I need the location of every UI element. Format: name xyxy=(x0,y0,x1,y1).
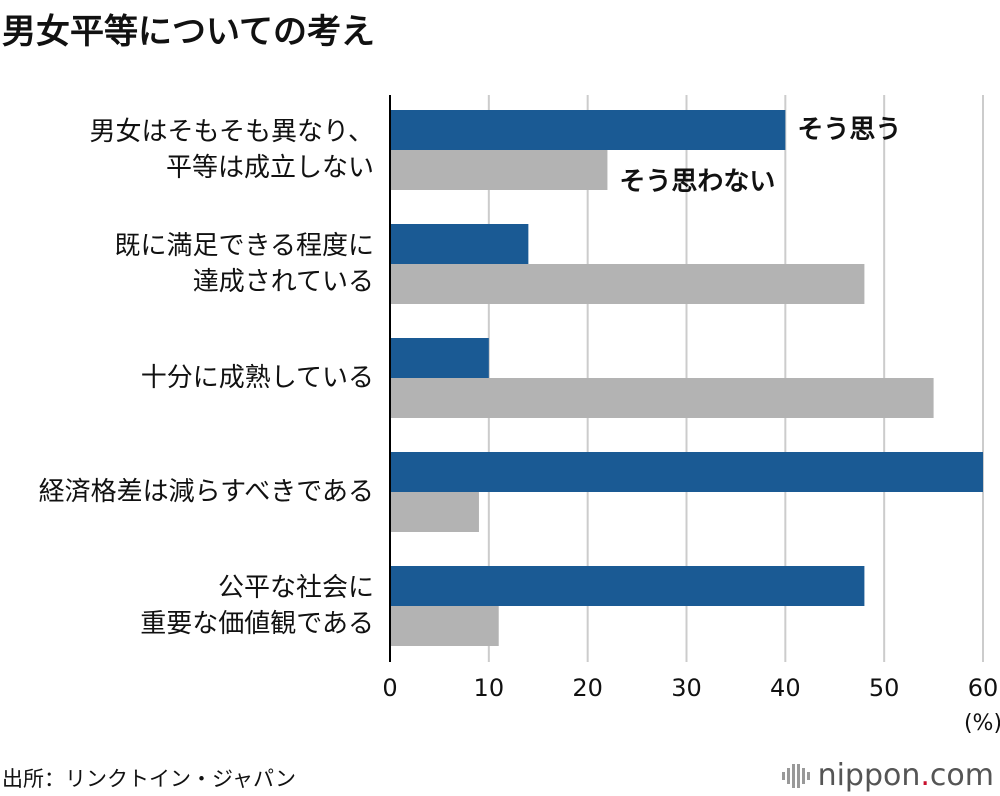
bar-disagree xyxy=(390,150,608,190)
category-label: 平等は成立しない xyxy=(166,153,374,183)
nippon-logo-icon xyxy=(781,763,810,788)
category-label: 経済格差は減らすべきである xyxy=(39,477,374,507)
bar-agree xyxy=(390,338,489,378)
bar-agree xyxy=(390,566,865,606)
x-tick-label: 40 xyxy=(770,674,801,702)
brand-logo: nippon. com xyxy=(781,758,994,793)
chart-title: 男女平等についての考え xyxy=(2,12,375,52)
category-label: 十分に成熟している xyxy=(141,363,374,393)
brand-name: nippon xyxy=(817,758,921,793)
category-label: 男女はそもそも異なり、 xyxy=(90,117,374,147)
bar-agree xyxy=(390,110,786,150)
bar-agree xyxy=(390,224,529,264)
category-label: 公平な社会に xyxy=(218,573,374,603)
bar-disagree xyxy=(390,378,934,418)
x-unit-label: (%) xyxy=(964,711,1000,736)
x-tick-label: 0 xyxy=(382,674,397,702)
category-label: 既に満足できる程度に xyxy=(115,231,374,261)
category-label: 達成されている xyxy=(193,267,374,297)
bar-agree xyxy=(390,452,983,492)
bar-chart: 男女はそもそも異なり、平等は成立しない既に満足できる程度に達成されている十分に成… xyxy=(39,95,1000,736)
legend-label: そう思わない xyxy=(619,167,775,197)
brand-dot: . xyxy=(920,758,930,793)
source-note: 出所：リンクトイン・ジャパン xyxy=(2,767,296,791)
x-tick-label: 50 xyxy=(869,674,900,702)
bar-disagree xyxy=(390,264,865,304)
legend-label: そう思う xyxy=(797,115,901,145)
category-label: 重要な価値観である xyxy=(140,609,374,639)
brand-tld: com xyxy=(929,758,994,793)
x-tick-label: 20 xyxy=(572,674,603,702)
x-tick-label: 30 xyxy=(671,674,702,702)
x-tick-label: 60 xyxy=(968,674,999,702)
x-tick-label: 10 xyxy=(474,674,505,702)
bar-disagree xyxy=(390,606,499,646)
bar-disagree xyxy=(390,492,479,532)
